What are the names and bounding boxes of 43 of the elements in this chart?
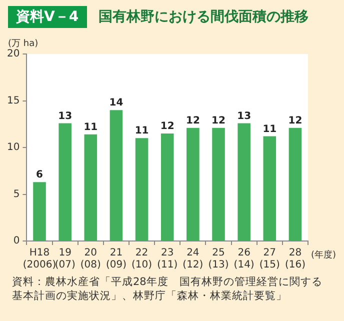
- bar: [135, 138, 148, 240]
- bar: [288, 128, 302, 240]
- y-tick-label: 20: [6, 48, 20, 60]
- data-label: 13: [237, 110, 252, 122]
- bar: [33, 182, 46, 240]
- y-tick-label: 15: [6, 95, 20, 106]
- text: 資料Ⅴ－4: [8, 6, 87, 28]
- x-tick-label: 26 (14): [234, 248, 254, 271]
- data-label: 11: [134, 126, 149, 137]
- x-tick-label: 21 (09): [106, 248, 127, 271]
- bar: [212, 128, 225, 240]
- x-tick-label: 28 (16): [284, 248, 306, 271]
- x-axis-title: (年度): [311, 249, 336, 260]
- data-label: 11: [84, 122, 98, 134]
- x-tick-label: 23 (11): [157, 248, 178, 271]
- bar: [84, 134, 98, 240]
- data-label: 12: [160, 121, 174, 132]
- y-tick-label: 0: [13, 236, 20, 247]
- data-label: 12: [212, 115, 226, 126]
- bar: [186, 128, 200, 240]
- data-label: 12: [186, 115, 200, 126]
- bar: [58, 123, 72, 240]
- x-tick-label: 24 (12): [182, 248, 204, 271]
- x-tick-label: H18 (2006): [22, 248, 56, 271]
- bar: [238, 123, 250, 240]
- data-label: 11: [262, 124, 277, 135]
- y-tick-label: 10: [6, 142, 20, 154]
- x-tick-label: 22 (10): [132, 248, 152, 271]
- x-tick-label: 19 (07): [54, 248, 76, 271]
- data-label: 6: [36, 170, 44, 181]
- y-tick-label: 5: [13, 188, 20, 200]
- x-tick-label: 27 (15): [259, 248, 280, 271]
- x-tick-label: 20 (08): [80, 248, 102, 271]
- data-label: 14: [109, 98, 124, 109]
- chart-title: 国有林野における間伐面積の推移: [98, 8, 309, 26]
- bar: [263, 136, 276, 240]
- text: 資料：農林水産省「平成28年度 国有林野の管理経営に関する基本計画の実施状況」、林野庁「森林・林業統計要覧」: [12, 275, 324, 304]
- y-axis-title: (万 ha): [8, 38, 38, 49]
- bar: [160, 133, 174, 240]
- data-label: 13: [58, 110, 72, 122]
- data-label: 12: [288, 115, 302, 126]
- x-tick-label: 25 (13): [208, 248, 229, 271]
- bar: [110, 110, 123, 240]
